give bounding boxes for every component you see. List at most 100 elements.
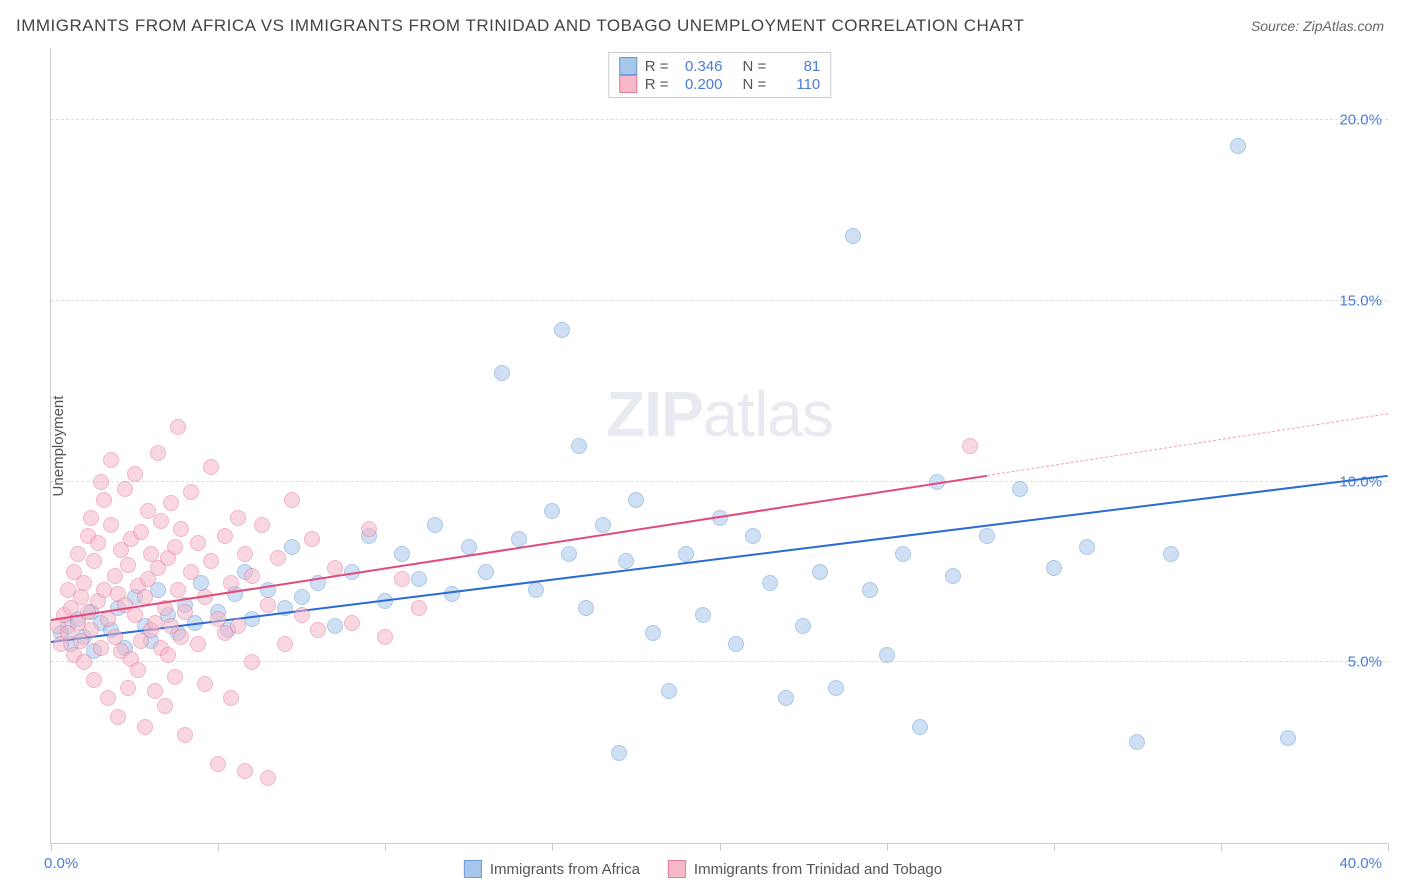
- scatter-point-africa: [544, 503, 560, 519]
- x-tick: [1221, 843, 1222, 851]
- scatter-point-africa: [618, 553, 634, 569]
- scatter-point-trinidad: [160, 647, 176, 663]
- scatter-point-trinidad: [130, 662, 146, 678]
- scatter-point-trinidad: [203, 459, 219, 475]
- scatter-point-africa: [284, 539, 300, 555]
- scatter-point-trinidad: [254, 517, 270, 533]
- plot-area: ZIPatlas R =0.346N =81R =0.200N =110 5.0…: [50, 48, 1388, 844]
- scatter-point-africa: [611, 745, 627, 761]
- x-tick: [218, 843, 219, 851]
- scatter-point-trinidad: [140, 503, 156, 519]
- x-tick: [51, 843, 52, 851]
- legend-series-item-africa: Immigrants from Africa: [464, 860, 640, 878]
- trend-line: [987, 413, 1388, 476]
- scatter-point-africa: [795, 618, 811, 634]
- scatter-point-trinidad: [170, 419, 186, 435]
- scatter-point-trinidad: [244, 568, 260, 584]
- scatter-point-trinidad: [183, 564, 199, 580]
- scatter-point-trinidad: [170, 582, 186, 598]
- y-tick-label: 15.0%: [1339, 292, 1382, 309]
- scatter-point-trinidad: [177, 604, 193, 620]
- scatter-point-trinidad: [86, 553, 102, 569]
- legend-series-label: Immigrants from Trinidad and Tobago: [694, 861, 942, 878]
- scatter-point-trinidad: [120, 557, 136, 573]
- scatter-point-trinidad: [277, 636, 293, 652]
- x-tick: [1388, 843, 1389, 851]
- scatter-point-trinidad: [93, 640, 109, 656]
- scatter-point-trinidad: [173, 521, 189, 537]
- scatter-point-africa: [645, 625, 661, 641]
- scatter-point-africa: [862, 582, 878, 598]
- scatter-point-trinidad: [294, 607, 310, 623]
- scatter-point-africa: [979, 528, 995, 544]
- scatter-point-trinidad: [83, 510, 99, 526]
- scatter-point-trinidad: [284, 492, 300, 508]
- scatter-point-trinidad: [394, 571, 410, 587]
- scatter-point-africa: [845, 228, 861, 244]
- scatter-point-trinidad: [70, 546, 86, 562]
- scatter-point-africa: [528, 582, 544, 598]
- legend-swatch: [464, 860, 482, 878]
- legend-swatch: [619, 57, 637, 75]
- scatter-point-africa: [678, 546, 694, 562]
- scatter-point-trinidad: [217, 528, 233, 544]
- scatter-point-trinidad: [183, 484, 199, 500]
- scatter-point-trinidad: [100, 611, 116, 627]
- scatter-point-africa: [327, 618, 343, 634]
- scatter-point-trinidad: [163, 495, 179, 511]
- legend-n-value: 110: [774, 76, 820, 93]
- legend-n-label: N =: [743, 76, 767, 93]
- scatter-point-trinidad: [120, 680, 136, 696]
- scatter-point-trinidad: [237, 763, 253, 779]
- scatter-point-africa: [494, 365, 510, 381]
- scatter-point-trinidad: [157, 698, 173, 714]
- watermark-bold: ZIP: [606, 378, 703, 450]
- scatter-point-trinidad: [90, 535, 106, 551]
- scatter-point-trinidad: [190, 636, 206, 652]
- scatter-point-africa: [695, 607, 711, 623]
- scatter-point-trinidad: [270, 550, 286, 566]
- x-tick: [887, 843, 888, 851]
- y-tick-label: 5.0%: [1348, 654, 1382, 671]
- scatter-point-trinidad: [210, 756, 226, 772]
- scatter-point-africa: [595, 517, 611, 533]
- watermark-light: atlas: [703, 378, 833, 450]
- scatter-point-trinidad: [177, 727, 193, 743]
- scatter-point-trinidad: [127, 466, 143, 482]
- scatter-point-trinidad: [147, 615, 163, 631]
- scatter-point-trinidad: [167, 539, 183, 555]
- scatter-point-trinidad: [260, 597, 276, 613]
- scatter-point-trinidad: [83, 622, 99, 638]
- scatter-point-trinidad: [260, 770, 276, 786]
- scatter-point-trinidad: [197, 676, 213, 692]
- scatter-point-trinidad: [230, 510, 246, 526]
- scatter-point-africa: [1129, 734, 1145, 750]
- scatter-point-africa: [628, 492, 644, 508]
- scatter-point-africa: [661, 683, 677, 699]
- legend-swatch: [668, 860, 686, 878]
- gridline: [51, 119, 1388, 120]
- scatter-point-trinidad: [244, 654, 260, 670]
- legend-r-value: 0.200: [677, 76, 723, 93]
- legend-n-label: N =: [743, 58, 767, 75]
- scatter-point-trinidad: [310, 622, 326, 638]
- scatter-point-africa: [895, 546, 911, 562]
- scatter-point-trinidad: [230, 618, 246, 634]
- x-tick: [720, 843, 721, 851]
- scatter-point-trinidad: [237, 546, 253, 562]
- scatter-point-trinidad: [96, 492, 112, 508]
- scatter-point-africa: [1079, 539, 1095, 555]
- scatter-point-africa: [1012, 481, 1028, 497]
- scatter-point-trinidad: [361, 521, 377, 537]
- scatter-point-africa: [427, 517, 443, 533]
- legend-r-label: R =: [645, 58, 669, 75]
- scatter-point-africa: [745, 528, 761, 544]
- legend-correlation-box: R =0.346N =81R =0.200N =110: [608, 52, 832, 98]
- scatter-point-africa: [828, 680, 844, 696]
- chart-title: IMMIGRANTS FROM AFRICA VS IMMIGRANTS FRO…: [16, 16, 1024, 36]
- scatter-point-trinidad: [103, 517, 119, 533]
- legend-swatch: [619, 75, 637, 93]
- scatter-point-africa: [778, 690, 794, 706]
- scatter-point-trinidad: [76, 575, 92, 591]
- scatter-point-trinidad: [962, 438, 978, 454]
